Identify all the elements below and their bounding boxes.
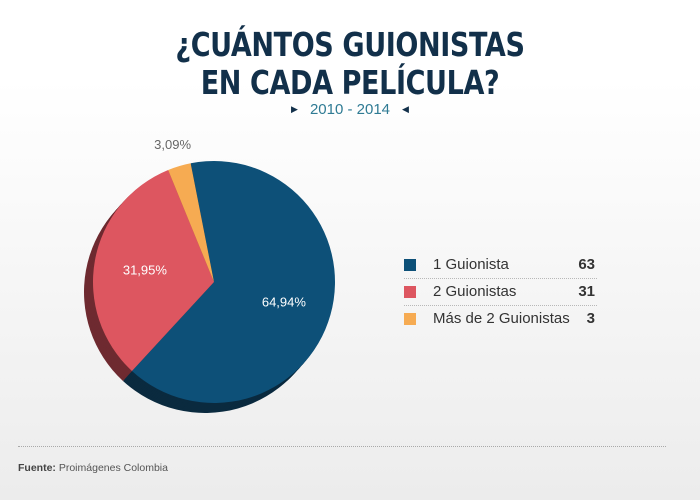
- legend-swatch: [404, 313, 416, 325]
- source-text: Proimágenes Colombia: [58, 462, 168, 474]
- legend-row-2: 2 Guionistas 31: [404, 279, 597, 306]
- pie-slice-label-2: 31,95%: [123, 263, 168, 278]
- subtitle-text: 2010 - 2014: [309, 101, 391, 118]
- pie-slice-layer: [93, 160, 335, 403]
- triangle-left-icon: ◀: [402, 104, 409, 114]
- source-label: Fuente:: [18, 462, 56, 474]
- legend-value: 31: [578, 283, 595, 300]
- chart-title: ¿CUÁNTOS GUIONISTAS EN CADA PELÍCULA?: [63, 26, 637, 102]
- triangle-right-icon: ▶: [291, 104, 298, 114]
- legend-swatch: [404, 286, 416, 298]
- pie-slice-3: [168, 163, 214, 282]
- source-note: Fuente: Proimágenes Colombia: [18, 462, 168, 474]
- legend-row-1: 1 Guionista 63: [404, 252, 597, 279]
- legend-value: 63: [578, 256, 595, 273]
- chart-title-line2: EN CADA PELÍCULA?: [200, 63, 500, 102]
- pie-label-layer: 64,94% 31,95% 3,09%: [123, 137, 307, 310]
- chart-title-line1: ¿CUÁNTOS GUIONISTAS: [175, 25, 525, 64]
- legend-label: 2 Guionistas: [433, 283, 517, 300]
- legend-value: 3: [586, 310, 595, 327]
- footer-divider: [18, 446, 666, 447]
- chart-subtitle: ▶ 2010 - 2014 ◀: [0, 101, 700, 118]
- pie-slice-label-3: 3,09%: [154, 137, 191, 152]
- chart-legend: 1 Guionista 63 2 Guionistas 31 Más de 2 Guio…: [404, 252, 597, 332]
- legend-label: 1 Guionista: [433, 256, 509, 273]
- legend-row-3: Más de 2 Guionistas 3: [404, 306, 597, 332]
- legend-swatch: [404, 259, 416, 271]
- legend-label: Más de 2 Guionistas: [433, 310, 570, 327]
- pie-slice-label-1: 64,94%: [262, 295, 307, 310]
- pie-slice-1: [131, 160, 335, 403]
- pie-slice-2: [93, 170, 214, 371]
